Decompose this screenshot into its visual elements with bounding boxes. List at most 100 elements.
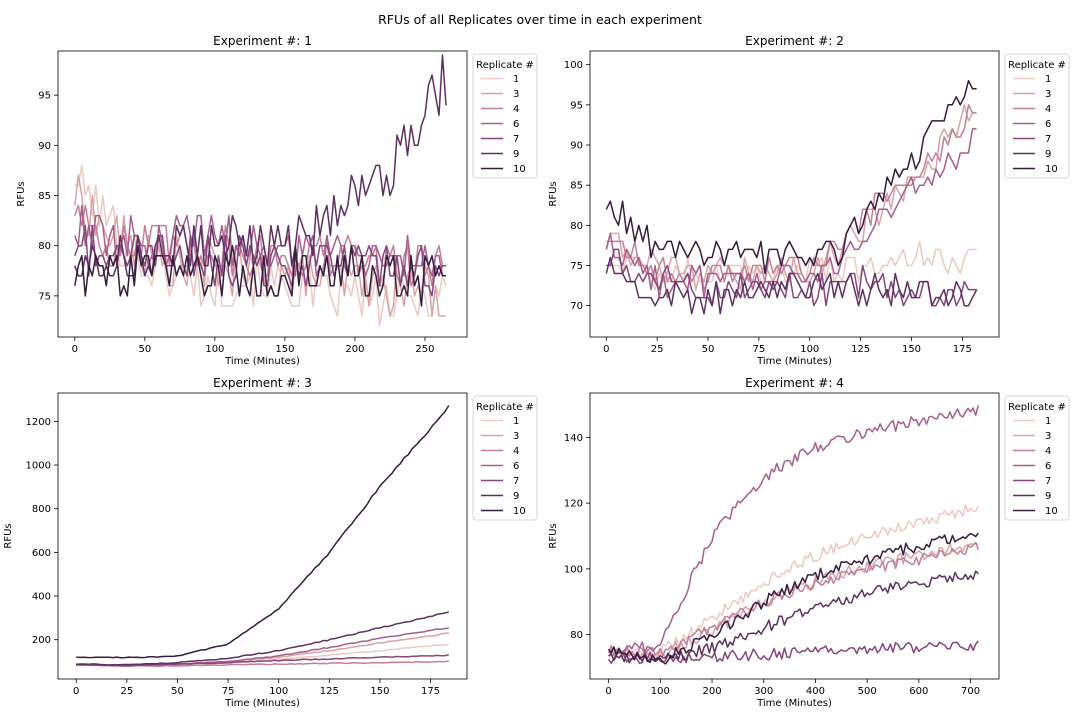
y-tick-label: 80 xyxy=(38,241,51,252)
legend-label-replicate-4: 4 xyxy=(513,104,519,115)
y-tick-label: 120 xyxy=(564,499,583,510)
y-tick-label: 75 xyxy=(570,261,583,272)
y-tick-label: 100 xyxy=(564,60,583,71)
x-tick-label: 200 xyxy=(345,344,364,355)
series-line-replicate-4 xyxy=(607,541,980,657)
plot-frame xyxy=(589,392,1000,680)
y-tick-label: 75 xyxy=(38,291,51,302)
x-tick-label: 50 xyxy=(171,686,184,697)
subplot-2: Experiment #: 2 0 25 50 75 100 125 150 175 70 75 80… xyxy=(548,34,1070,367)
series-line-replicate-7 xyxy=(606,248,977,307)
legend-label-replicate-1: 1 xyxy=(1045,416,1051,427)
series-line-replicate-10 xyxy=(76,405,450,659)
x-tick-label: 75 xyxy=(753,344,766,355)
series-line-replicate-9 xyxy=(605,256,978,315)
legend-title: Replicate # xyxy=(476,60,534,71)
x-axis-label: Time (Minutes) xyxy=(224,356,300,367)
x-tick-label: 25 xyxy=(651,344,664,355)
x-tick-label: 0 xyxy=(72,344,78,355)
series-line-replicate-9 xyxy=(76,611,449,666)
legend-label-replicate-10: 10 xyxy=(513,506,526,517)
legend-label-replicate-1: 1 xyxy=(1045,74,1051,85)
x-tick-label: 100 xyxy=(651,686,670,697)
x-tick-label: 0 xyxy=(603,344,609,355)
x-tick-label: 50 xyxy=(702,344,715,355)
legend-box xyxy=(472,395,538,521)
y-axis-label: RFUs xyxy=(548,181,559,206)
legend-label-replicate-6: 6 xyxy=(1045,119,1051,130)
series-line-replicate-1 xyxy=(607,504,979,660)
series-line-replicate-9 xyxy=(74,54,447,277)
y-tick-label: 80 xyxy=(570,221,583,232)
series-group xyxy=(76,405,450,668)
x-tick-label: 125 xyxy=(320,686,339,697)
legend-title: Replicate # xyxy=(476,402,534,413)
y-tick-label: 80 xyxy=(570,630,583,641)
x-tick-label: 175 xyxy=(953,344,972,355)
y-tick-label: 600 xyxy=(32,548,51,559)
y-axis-label: RFUs xyxy=(3,523,14,548)
legend-label-replicate-9: 9 xyxy=(513,491,519,502)
x-axis-label: Time (Minutes) xyxy=(224,698,300,709)
x-tick-label: 175 xyxy=(421,686,440,697)
x-tick-label: 500 xyxy=(858,686,877,697)
legend-label-replicate-3: 3 xyxy=(513,431,519,442)
y-tick-label: 800 xyxy=(32,504,51,515)
subplot-4: Experiment #: 4 0 100 200 300 400 500 600 700 80 1… xyxy=(548,376,1070,709)
legend-label-replicate-7: 7 xyxy=(513,134,519,145)
y-tick-label: 95 xyxy=(570,100,583,111)
legend-label-replicate-3: 3 xyxy=(1045,89,1051,100)
x-axis-label: Time (Minutes) xyxy=(756,356,832,367)
y-tick-label: 85 xyxy=(570,181,583,192)
series-line-replicate-10 xyxy=(607,532,979,665)
y-tick-label: 140 xyxy=(564,433,583,444)
y-tick-label: 1200 xyxy=(26,417,51,428)
legend-label-replicate-10: 10 xyxy=(1045,506,1058,517)
series-line-replicate-7 xyxy=(74,224,446,297)
x-tick-label: 150 xyxy=(370,686,389,697)
legend-label-replicate-9: 9 xyxy=(513,149,519,160)
legend-label-replicate-10: 10 xyxy=(1045,164,1058,175)
legend-label-replicate-1: 1 xyxy=(513,74,519,85)
x-tick-label: 400 xyxy=(806,686,825,697)
y-tick-label: 1000 xyxy=(26,461,51,472)
subplot-title: Experiment #: 4 xyxy=(745,376,844,390)
series-line-replicate-3 xyxy=(608,542,979,660)
x-tick-label: 200 xyxy=(702,686,721,697)
x-tick-label: 25 xyxy=(120,686,133,697)
legend-label-replicate-1: 1 xyxy=(513,416,519,427)
x-tick-label: 100 xyxy=(269,686,288,697)
plot-frame xyxy=(57,392,468,680)
series-line-replicate-6 xyxy=(608,405,980,655)
x-tick-label: 250 xyxy=(415,344,434,355)
legend-label-replicate-9: 9 xyxy=(1045,149,1051,160)
legend: Replicate # 1 3 4 6 7 9 10 xyxy=(472,395,538,521)
legend-box xyxy=(1004,395,1070,521)
x-tick-label: 300 xyxy=(754,686,773,697)
subplot-grid: Experiment #: 10 50 100 150 200 2507580859095… xyxy=(3,34,1070,709)
y-axis-label: RFUs xyxy=(548,523,559,548)
subplot-title: Experiment #: 2 xyxy=(745,34,844,48)
x-axis-label: Time (Minutes) xyxy=(756,698,832,709)
figure-suptitle: RFUs of all Replicates over time in each… xyxy=(378,12,702,27)
series-group xyxy=(605,79,978,315)
series-line-replicate-1 xyxy=(74,164,447,327)
legend: Replicate # 1 3 4 6 7 9 10 xyxy=(472,53,538,179)
legend-label-replicate-4: 4 xyxy=(513,446,519,457)
x-tick-label: 0 xyxy=(605,686,611,697)
series-line-replicate-4 xyxy=(606,104,977,291)
y-tick-label: 400 xyxy=(32,592,51,603)
legend-box xyxy=(1004,53,1070,179)
x-tick-label: 75 xyxy=(222,686,235,697)
series-group xyxy=(74,54,447,327)
y-tick-label: 100 xyxy=(564,564,583,575)
x-tick-label: 0 xyxy=(73,686,79,697)
legend-label-replicate-4: 4 xyxy=(1045,104,1051,115)
legend-label-replicate-6: 6 xyxy=(513,119,519,130)
y-tick-label: 70 xyxy=(570,301,583,312)
legend-label-replicate-9: 9 xyxy=(1045,491,1051,502)
plot-frame xyxy=(57,50,468,338)
legend-label-replicate-3: 3 xyxy=(1045,431,1051,442)
x-tick-label: 600 xyxy=(909,686,928,697)
